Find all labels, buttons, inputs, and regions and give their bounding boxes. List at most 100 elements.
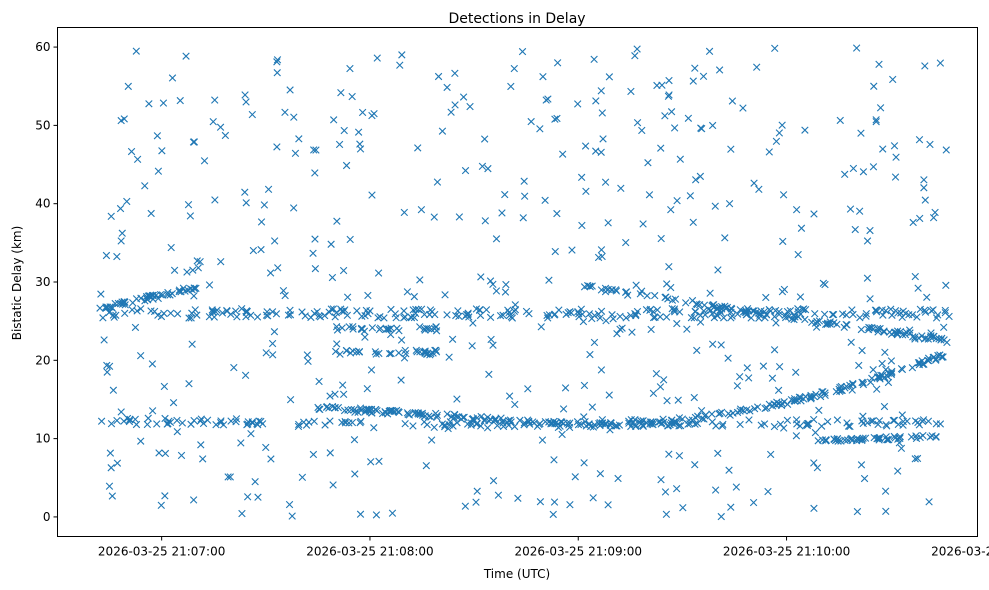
data-point	[254, 493, 262, 501]
data-point	[211, 308, 220, 316]
data-point	[120, 115, 128, 123]
data-point	[586, 282, 594, 291]
data-point	[921, 62, 929, 70]
data-point	[672, 484, 681, 493]
data-point	[657, 234, 665, 243]
data-point	[103, 368, 111, 376]
data-point	[143, 420, 152, 429]
data-point	[403, 409, 412, 417]
data-point	[414, 144, 422, 152]
data-point	[875, 417, 884, 425]
data-point	[160, 382, 169, 391]
data-point	[657, 476, 665, 484]
data-point	[117, 237, 125, 245]
data-point	[661, 112, 669, 120]
data-point	[316, 313, 325, 321]
data-point	[407, 313, 416, 322]
data-point	[887, 357, 896, 365]
data-point	[691, 461, 699, 469]
data-point	[285, 500, 294, 509]
data-point	[762, 311, 771, 319]
data-point	[372, 511, 381, 519]
data-point	[915, 136, 924, 144]
data-point	[788, 315, 796, 323]
data-point	[489, 477, 498, 485]
data-point	[342, 161, 351, 170]
data-point	[632, 281, 640, 289]
data-point	[888, 311, 896, 319]
data-point	[849, 379, 857, 388]
data-point	[544, 95, 552, 103]
data-point	[714, 449, 722, 458]
data-point	[549, 510, 557, 519]
data-point	[708, 340, 717, 348]
data-point	[692, 300, 701, 308]
data-point	[690, 393, 698, 402]
data-point	[553, 59, 562, 67]
data-point	[750, 179, 758, 187]
data-point	[102, 303, 110, 311]
data-point	[421, 349, 429, 357]
data-point	[670, 306, 678, 315]
data-point	[194, 264, 203, 272]
data-point	[628, 419, 637, 427]
data-point	[887, 370, 896, 379]
data-point	[590, 311, 599, 320]
data-point	[715, 303, 724, 312]
data-point	[638, 126, 646, 135]
data-point	[558, 150, 567, 158]
data-point	[665, 91, 673, 99]
data-point	[914, 334, 923, 342]
data-point	[189, 496, 198, 504]
data-point	[270, 328, 279, 336]
data-point	[397, 336, 406, 344]
data-point	[422, 461, 431, 470]
data-point	[765, 148, 773, 156]
data-point	[794, 312, 802, 321]
data-point	[518, 47, 527, 56]
data-point	[566, 500, 574, 509]
x-tick-label: 2026-03-25 21:08:00	[306, 545, 433, 559]
data-point	[667, 108, 676, 116]
data-point	[343, 311, 352, 320]
data-point	[249, 246, 258, 255]
data-point	[311, 264, 320, 273]
data-point	[589, 494, 597, 502]
data-point	[856, 313, 864, 322]
data-point	[326, 417, 334, 425]
data-point	[453, 395, 461, 403]
data-point	[601, 419, 610, 428]
data-point	[931, 208, 939, 217]
data-point	[899, 421, 907, 429]
data-point	[840, 323, 848, 331]
data-point	[432, 346, 440, 354]
x-tick-label: 2026-03-25 21:10:00	[723, 545, 850, 559]
data-point	[780, 398, 788, 406]
data-point	[506, 416, 515, 424]
data-point	[522, 307, 531, 316]
data-point	[385, 325, 394, 333]
data-point	[657, 144, 665, 152]
data-point	[924, 354, 933, 362]
data-point	[231, 307, 240, 315]
data-point	[131, 415, 139, 424]
data-point	[936, 59, 945, 67]
data-point	[335, 140, 344, 149]
data-point	[272, 310, 281, 318]
data-point	[571, 473, 579, 481]
data-point	[443, 410, 451, 418]
data-point	[766, 450, 775, 459]
data-point	[639, 417, 647, 425]
data-point	[351, 470, 359, 478]
data-point	[489, 341, 497, 349]
data-point	[451, 101, 459, 109]
data-point	[844, 422, 853, 430]
data-point	[783, 400, 792, 409]
data-point	[427, 436, 436, 444]
data-point	[327, 240, 335, 248]
data-point	[888, 367, 896, 376]
data-point	[862, 309, 871, 318]
data-point	[868, 374, 876, 383]
data-point	[901, 309, 910, 318]
data-point	[853, 434, 861, 443]
